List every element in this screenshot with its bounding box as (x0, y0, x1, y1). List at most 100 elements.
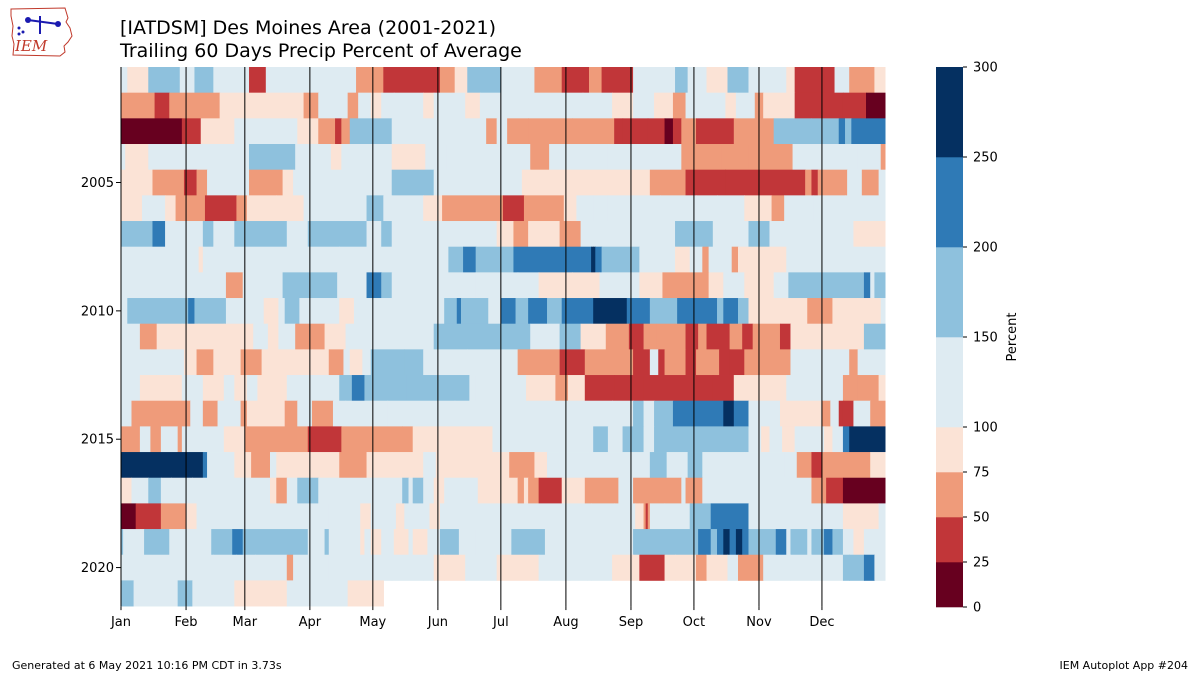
heatmap-cell (786, 67, 796, 94)
heatmap-cell (423, 554, 435, 581)
heatmap-cell (549, 144, 571, 171)
heatmap-cell (156, 375, 183, 402)
heatmap-cell (370, 400, 389, 427)
heatmap-cell (878, 503, 886, 530)
heatmap-cell (521, 169, 531, 196)
heatmap-cell (563, 195, 578, 222)
heatmap-cell (341, 118, 351, 145)
heatmap-cell (769, 221, 813, 248)
heatmap-cell (433, 92, 466, 119)
heatmap-cell (286, 221, 309, 248)
heatmap-cell (588, 452, 651, 479)
heatmap-cell (335, 118, 342, 145)
heatmap-cell (511, 529, 546, 556)
heatmap-cell (800, 400, 823, 427)
heatmap-cell (330, 144, 342, 171)
heatmap-cell (702, 477, 718, 504)
heatmap-cell (874, 272, 886, 299)
heatmap-cell (370, 92, 382, 119)
heatmap-cell (372, 118, 393, 145)
heatmap-cell (366, 452, 393, 479)
heatmap-cell (177, 580, 193, 607)
heatmap-cell (633, 529, 670, 556)
heatmap-cell (568, 67, 590, 94)
heatmap-cell (477, 477, 519, 504)
y-tick-label: 2015 (81, 433, 114, 448)
heatmap-cell (246, 400, 279, 427)
heatmap-cell (255, 503, 277, 530)
heatmap-cell (786, 375, 819, 402)
heatmap-cell (824, 67, 836, 94)
heatmap-cell (370, 503, 397, 530)
heatmap-cell (165, 195, 177, 222)
heatmap-cell (211, 529, 233, 556)
heatmap-cell (427, 529, 441, 556)
heatmap-cell (662, 272, 710, 299)
heatmap-cell (433, 477, 445, 504)
heatmap-cell (607, 195, 661, 222)
heatmap-cell (645, 503, 649, 530)
heatmap-cell (471, 400, 489, 427)
heatmap-cell (234, 118, 248, 145)
heatmap-cell (175, 195, 206, 222)
heatmap-cell (213, 554, 238, 581)
heatmap-cell (156, 323, 183, 350)
heatmap-cell (492, 426, 519, 453)
heatmap-cell (509, 452, 536, 479)
heatmap-cell (729, 349, 745, 376)
heatmap-cell (874, 554, 886, 581)
heatmap-cell (666, 452, 689, 479)
heatmap-cell (794, 426, 825, 453)
heatmap-cell (121, 477, 133, 504)
heatmap-cell (246, 118, 298, 145)
heatmap-cell (725, 169, 806, 196)
heatmap-cell (270, 452, 277, 479)
heatmap-cell (807, 529, 813, 556)
heatmap-cell (643, 375, 714, 402)
heatmap-cell (561, 477, 586, 504)
heatmap-cell (391, 272, 414, 299)
heatmap-cell (656, 323, 687, 350)
heatmap-cell (202, 246, 214, 273)
heatmap-cell (121, 400, 133, 427)
heatmap-cell (779, 400, 802, 427)
heatmap-cell (842, 426, 850, 453)
heatmap-cell (591, 554, 613, 581)
heatmap-cell (639, 144, 682, 171)
heatmap-cell (169, 92, 221, 119)
x-tick-label: Dec (809, 615, 834, 630)
heatmap-cell (727, 554, 739, 581)
heatmap-cell (257, 375, 288, 402)
heatmap-cell (366, 144, 393, 171)
heatmap-cell (181, 426, 225, 453)
heatmap-cells (121, 67, 886, 607)
heatmap-cell (343, 349, 351, 376)
heatmap-cell (192, 580, 235, 607)
heatmap-cell (311, 195, 368, 222)
heatmap-cell (584, 375, 615, 402)
heatmap-cell (813, 195, 846, 222)
heatmap-cell (347, 92, 359, 119)
heatmap-cell (391, 169, 435, 196)
heatmap-cell (633, 349, 651, 376)
heatmap-cell (614, 375, 645, 402)
heatmap-cell (528, 118, 573, 145)
heatmap-cell (465, 554, 498, 581)
heatmap-cell (696, 554, 708, 581)
colorbar-tick-label: 75 (973, 466, 990, 481)
heatmap-cell (685, 349, 697, 376)
heatmap-cell (150, 426, 162, 453)
heatmap-cell (444, 221, 498, 248)
heatmap-cell (236, 554, 256, 581)
heatmap-cell (708, 272, 724, 299)
heatmap-cell (601, 67, 611, 94)
heatmap-cell (672, 118, 682, 145)
colorbar-tick-label: 50 (973, 511, 990, 526)
heatmap-cell (477, 144, 531, 171)
heatmap-cell (402, 426, 414, 453)
heatmap-cell (591, 503, 615, 530)
heatmap-cell (866, 221, 886, 248)
heatmap-cell (878, 375, 886, 402)
heatmap-cell (213, 67, 250, 94)
heatmap-cell (507, 118, 529, 145)
